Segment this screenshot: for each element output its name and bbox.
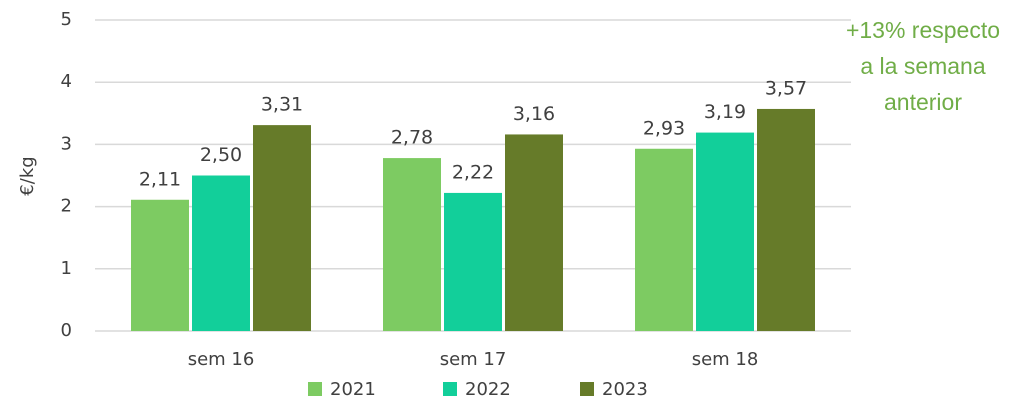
bar [253, 125, 311, 331]
value-label: 2,93 [643, 117, 685, 139]
value-label: 3,57 [765, 77, 807, 99]
value-label: 2,50 [200, 144, 242, 166]
value-label: 2,11 [139, 168, 181, 190]
annotation: +13% respecto [846, 17, 1000, 43]
x-tick-label: sem 18 [692, 349, 759, 370]
annotation: a la semana [860, 53, 986, 79]
bar [757, 108, 815, 331]
x-tick-label: sem 16 [188, 349, 255, 370]
value-label: 3,19 [704, 101, 746, 123]
legend-swatch [443, 382, 457, 396]
bar [696, 132, 754, 331]
y-tick-label: 3 [61, 133, 72, 154]
y-tick-label: 2 [61, 196, 72, 217]
y-tick-label: 5 [61, 9, 72, 30]
legend-label: 2023 [602, 379, 648, 400]
bar [635, 148, 693, 331]
y-tick-label: 4 [61, 71, 72, 92]
bar [505, 134, 563, 331]
value-label: 3,31 [261, 94, 303, 116]
legend-label: 2022 [465, 379, 511, 400]
y-axis-label: €/kg [17, 156, 38, 195]
value-label: 2,78 [391, 127, 433, 149]
legend-swatch [308, 382, 322, 396]
x-tick-label: sem 17 [440, 349, 507, 370]
value-label: 3,16 [513, 103, 555, 125]
bar [192, 175, 250, 331]
y-tick-label: 0 [61, 320, 72, 341]
bar [131, 199, 189, 331]
bar [444, 192, 502, 331]
legend-swatch [580, 382, 594, 396]
legend-label: 2021 [330, 379, 376, 400]
bar [383, 158, 441, 331]
y-tick-label: 1 [61, 258, 72, 279]
annotation: anterior [884, 89, 962, 115]
value-label: 2,22 [452, 161, 494, 183]
